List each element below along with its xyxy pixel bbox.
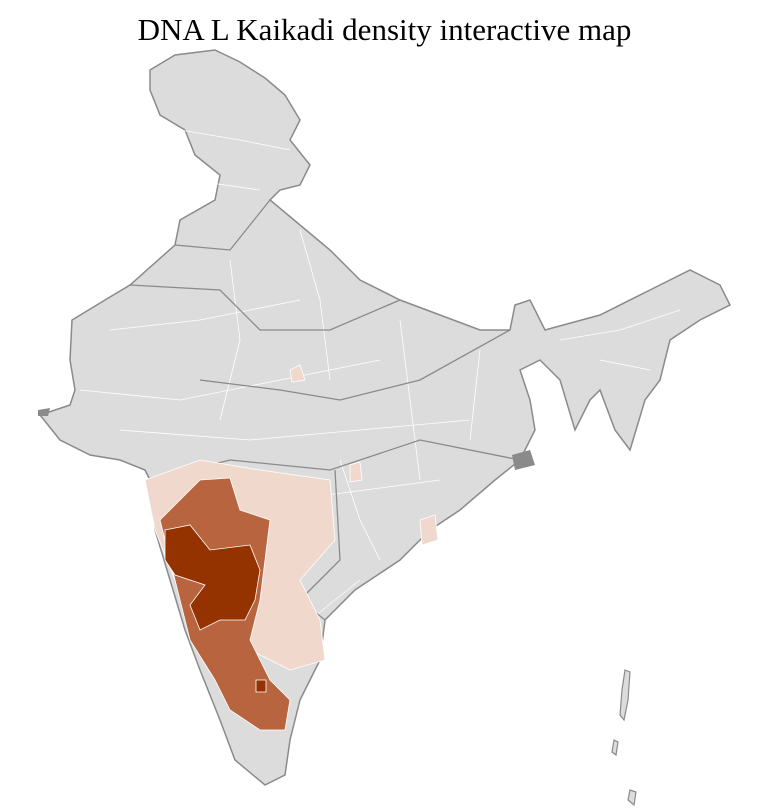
region-high-density[interactable] [164,524,267,693]
sundarbans-delta [512,450,535,470]
kutch-coast [38,408,50,416]
state-borders [129,199,521,661]
andaman-nicobar-islands[interactable] [611,669,637,807]
map-title: DNA L Kaikadi density interactive map [137,12,632,47]
district-borders [79,129,681,621]
